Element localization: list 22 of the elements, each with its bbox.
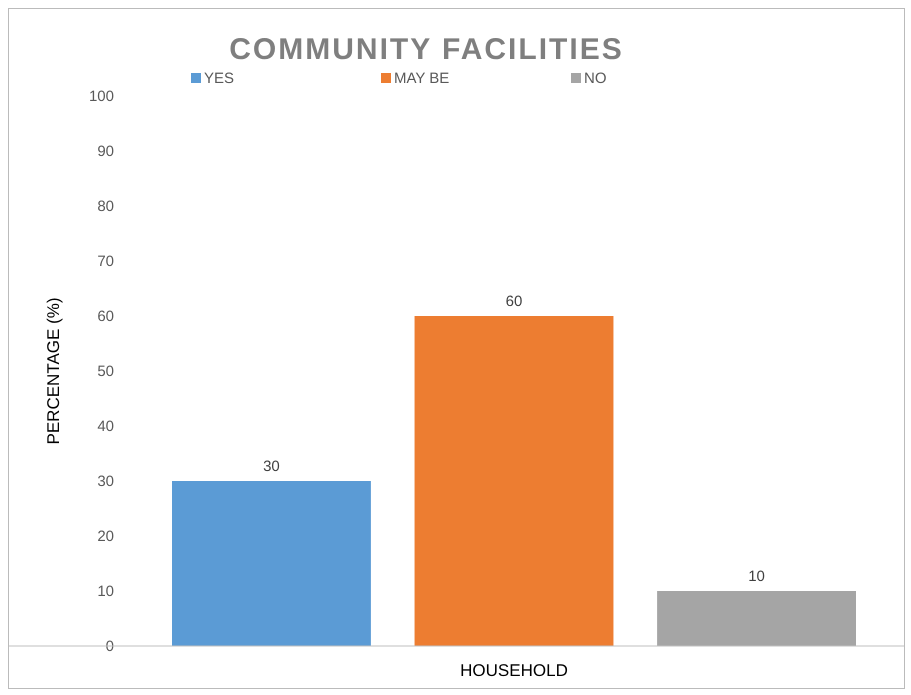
bar: [657, 591, 856, 646]
y-tick-label: 30: [97, 473, 114, 490]
legend-label: YES: [204, 70, 234, 87]
y-tick-label: 100: [88, 88, 114, 105]
y-tick-label: 50: [97, 363, 114, 380]
legend-label: NO: [584, 70, 606, 87]
data-label: 30: [263, 458, 280, 475]
bar: [172, 481, 371, 646]
x-tick-label: HOUSEHOLD: [460, 661, 568, 680]
chart-title: COMMUNITY FACILITIES: [229, 33, 624, 66]
data-label: 60: [506, 293, 522, 310]
y-axis-title: PERCENTAGE (%): [44, 297, 63, 445]
data-label: 10: [748, 568, 765, 585]
bar: [414, 316, 614, 646]
y-tick-label: 80: [97, 198, 114, 215]
y-tick-label: 60: [97, 308, 114, 325]
y-tick-label: 20: [97, 528, 114, 545]
y-tick-label: 90: [97, 143, 114, 160]
y-tick-label: 10: [97, 583, 114, 600]
y-tick-label: 40: [97, 418, 114, 435]
legend-label: MAY BE: [394, 70, 450, 87]
y-tick-label: 70: [97, 253, 114, 270]
